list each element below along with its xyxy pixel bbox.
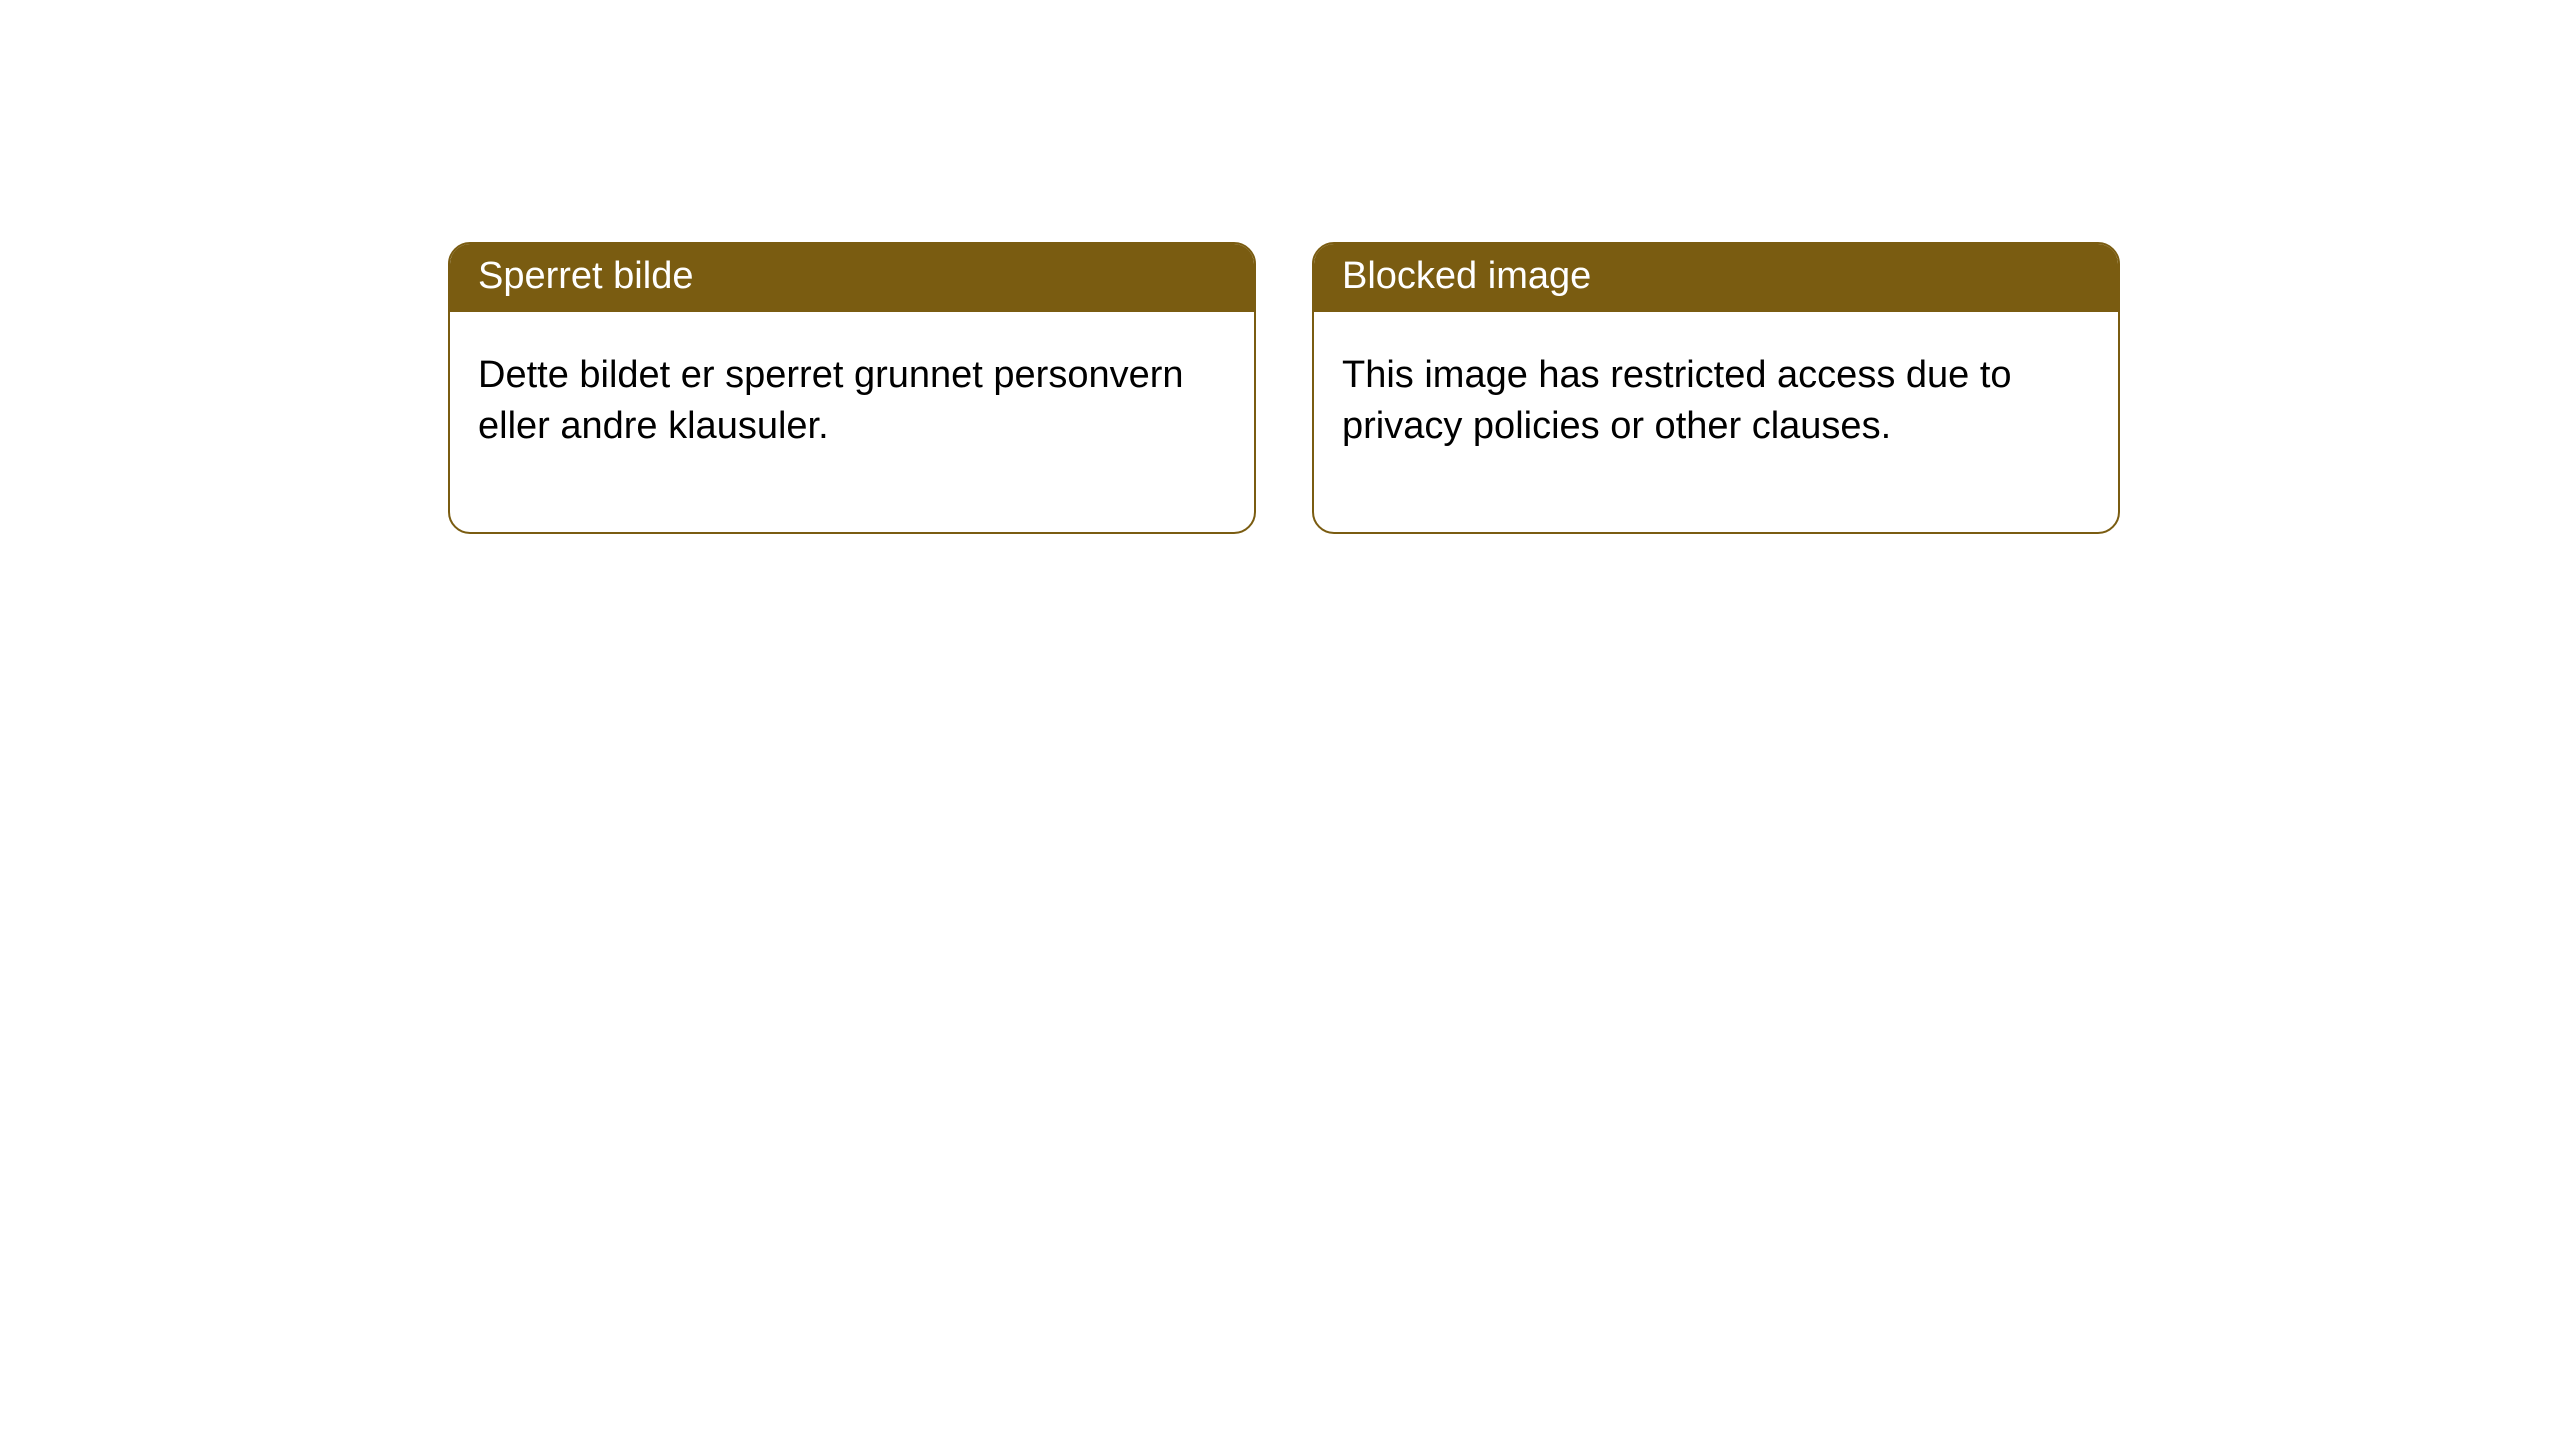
notice-card-norwegian: Sperret bilde Dette bildet er sperret gr…: [448, 242, 1256, 534]
notice-body-text: This image has restricted access due to …: [1342, 354, 2012, 447]
notice-body-text: Dette bildet er sperret grunnet personve…: [478, 354, 1184, 447]
notice-card-english: Blocked image This image has restricted …: [1312, 242, 2120, 534]
notice-container: Sperret bilde Dette bildet er sperret gr…: [0, 0, 2560, 534]
notice-body: Dette bildet er sperret grunnet personve…: [450, 312, 1254, 533]
notice-title: Blocked image: [1342, 255, 1591, 297]
notice-title: Sperret bilde: [478, 255, 693, 297]
notice-header: Blocked image: [1314, 244, 2118, 312]
notice-body: This image has restricted access due to …: [1314, 312, 2118, 533]
notice-header: Sperret bilde: [450, 244, 1254, 312]
